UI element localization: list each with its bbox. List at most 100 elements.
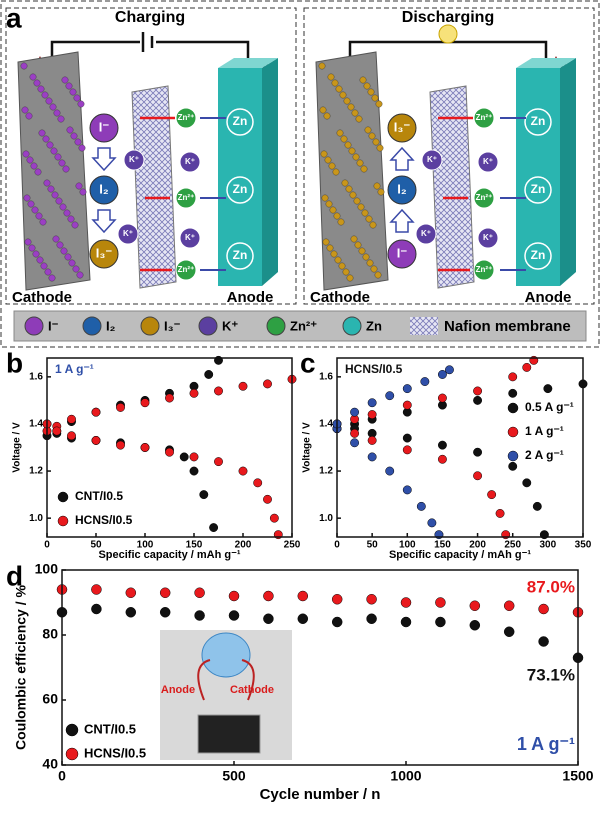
cathode-particle <box>331 79 339 87</box>
inset-label: Anode <box>161 684 195 696</box>
cathode-particle <box>73 94 81 102</box>
data-point <box>402 384 412 394</box>
cathode-particle <box>51 191 59 199</box>
shuttle-label: K⁺ <box>483 157 493 166</box>
shuttle-label: K⁺ <box>123 229 133 238</box>
shuttle-ion <box>123 149 145 171</box>
ion <box>387 113 417 143</box>
cathode-particle <box>351 109 359 117</box>
plot-frame <box>46 357 293 538</box>
x-tick-label: 150 <box>186 540 203 551</box>
cathode-particle <box>71 221 79 229</box>
ion <box>89 113 119 143</box>
ion-label: I₂ <box>397 181 407 196</box>
circuit <box>348 40 548 60</box>
data-point <box>400 597 412 608</box>
data-point <box>367 410 377 419</box>
reaction-arrow <box>389 146 415 171</box>
zn-label: Zn <box>233 182 248 196</box>
cathode-particle <box>342 268 350 276</box>
cathode-particle <box>54 153 62 161</box>
cathode-particle <box>335 85 343 93</box>
data-point <box>125 607 137 618</box>
cathode-particle <box>39 218 47 226</box>
cathode-particle <box>27 200 35 208</box>
cathode-particle <box>28 244 36 252</box>
x-tick-label: 1000 <box>390 768 421 784</box>
panel-title: Charging <box>115 9 185 26</box>
shuttle-ion <box>179 227 201 249</box>
cathode-particle <box>49 103 57 111</box>
cathode-particle <box>322 238 330 246</box>
cathode-particle <box>33 79 41 87</box>
cathode-particle <box>56 241 64 249</box>
data-point <box>165 447 174 457</box>
data-point <box>522 362 532 372</box>
data-point <box>366 594 377 605</box>
shuttle-ion <box>415 223 437 245</box>
inset-wire <box>197 659 255 701</box>
data-point <box>91 603 102 615</box>
ion-label: I⁻ <box>397 245 408 260</box>
x-tick-label: 50 <box>367 540 379 551</box>
shuttle-label: K⁺ <box>427 155 437 164</box>
ion <box>387 175 417 205</box>
data-point <box>331 594 343 605</box>
cathode-particle <box>332 168 340 176</box>
cathode-particle <box>362 253 370 261</box>
legend-swatch <box>410 317 438 335</box>
cathode-particle <box>327 73 335 81</box>
cathode-particle <box>347 103 355 111</box>
cathode-particle <box>52 235 60 243</box>
cathode-particle <box>60 247 68 255</box>
data-point <box>503 600 515 611</box>
chart-title: HCNS/I0.5 <box>345 362 403 376</box>
data-point <box>538 636 549 647</box>
y-axis-label: Voltage / V <box>302 422 313 473</box>
annotation: 73.1% <box>527 665 575 684</box>
data-point <box>469 620 481 631</box>
x-tick-label: 100 <box>137 540 154 551</box>
cathode-particle <box>320 150 328 158</box>
cathode-particle <box>29 73 37 81</box>
data-point <box>199 490 209 500</box>
cathode-particle <box>353 197 361 205</box>
cathode-particle <box>345 185 353 193</box>
cathode-particle <box>45 97 53 105</box>
legend-label: 1 A g⁻¹ <box>525 424 564 438</box>
cathode <box>17 51 91 291</box>
x-tick-label: 500 <box>222 768 246 784</box>
shuttle-ion <box>179 151 201 173</box>
figure-border <box>0 0 600 348</box>
data-point <box>269 513 279 523</box>
x-tick-label: 250 <box>504 540 521 551</box>
cathode-particle <box>65 82 73 90</box>
shuttle-ion <box>477 151 499 173</box>
zn-atom <box>226 108 254 136</box>
zn-atom <box>524 242 552 270</box>
cathode-particle <box>69 88 77 96</box>
shuttle-ion <box>473 107 495 129</box>
cathode-particle <box>376 144 384 152</box>
data-point <box>427 518 437 528</box>
cathode-particle <box>330 250 338 258</box>
cathode-particle <box>343 97 351 105</box>
cathode-particle <box>328 162 336 170</box>
shuttle-ion <box>175 187 197 209</box>
data-point <box>385 466 395 476</box>
legend-label: K⁺ <box>222 318 238 333</box>
cathode-particle <box>344 141 352 149</box>
cathode-particle <box>66 126 74 134</box>
cathode-particle <box>46 141 54 149</box>
data-point <box>469 600 481 611</box>
data-point <box>402 485 412 495</box>
plot-frame <box>61 569 579 766</box>
x-tick-label: 50 <box>90 540 102 551</box>
data-point <box>350 438 360 448</box>
shuttle-label: Zn²⁺ <box>178 113 195 122</box>
shuttle-label: K⁺ <box>421 229 431 238</box>
x-tick-label: 0 <box>334 540 340 551</box>
ion-label: I₃⁻ <box>394 119 411 134</box>
data-point <box>416 501 426 511</box>
cathode-particle <box>375 100 383 108</box>
